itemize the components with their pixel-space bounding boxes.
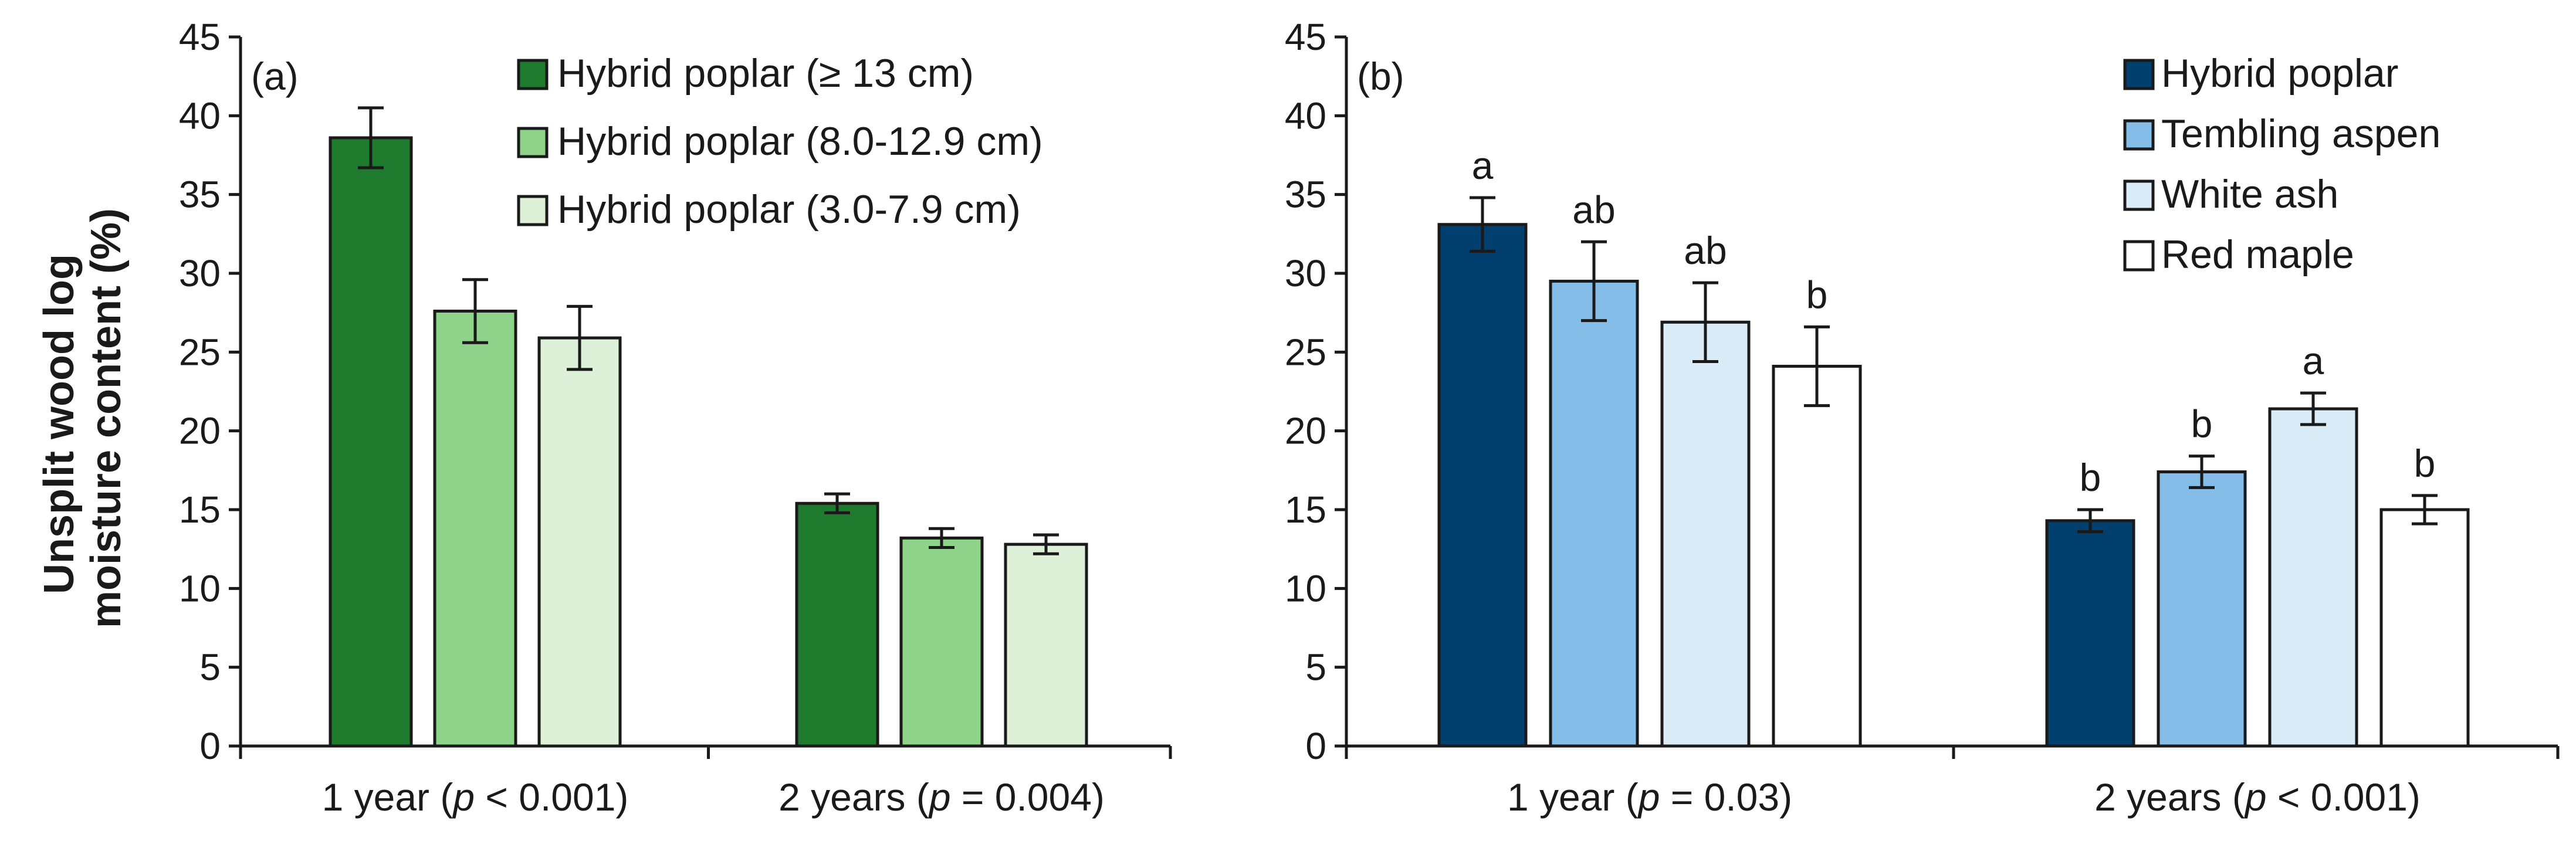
significance-label: b bbox=[1806, 273, 1828, 316]
legend-label: Hybrid poplar bbox=[2161, 51, 2398, 96]
legend-swatch bbox=[2123, 179, 2155, 211]
y-tick-label: 20 bbox=[179, 410, 221, 452]
x-tick-label: 2 years (p = 0.004) bbox=[778, 775, 1105, 819]
y-tick-label: 25 bbox=[179, 331, 221, 373]
y-tick-label: 45 bbox=[179, 16, 221, 58]
x-tick-label: 1 year (p < 0.001) bbox=[322, 775, 629, 819]
significance-label: ab bbox=[1572, 188, 1615, 231]
x-tick-label-pre: 2 years ( bbox=[778, 775, 929, 819]
x-tick-label-post: = 0.004) bbox=[951, 775, 1105, 819]
x-tick-label-post: < 0.001) bbox=[475, 775, 628, 819]
legend-swatch bbox=[2123, 240, 2155, 272]
y-tick-label: 5 bbox=[199, 646, 221, 689]
y-tick-label: 35 bbox=[1285, 174, 1326, 216]
x-tick-label-post: = 0.03) bbox=[1660, 775, 1792, 819]
x-tick-label-italic: p bbox=[452, 775, 475, 819]
bar bbox=[899, 536, 984, 748]
x-tick-label-italic: p bbox=[928, 775, 951, 819]
bar bbox=[1004, 543, 1088, 748]
bar bbox=[2379, 508, 2470, 748]
panel-label: (a) bbox=[251, 55, 299, 98]
panel-label: (b) bbox=[1357, 55, 1404, 98]
bar bbox=[537, 336, 622, 748]
bar bbox=[433, 309, 517, 748]
legend-label: Hybrid poplar (8.0-12.9 cm) bbox=[557, 119, 1043, 164]
bar bbox=[2045, 519, 2135, 748]
y-tick-label: 45 bbox=[1285, 16, 1326, 58]
y-tick-label: 25 bbox=[1285, 331, 1326, 373]
x-tick-label: 2 years (p < 0.001) bbox=[2094, 775, 2421, 819]
legend-label: White ash bbox=[2161, 172, 2338, 216]
y-tick-label: 30 bbox=[179, 252, 221, 294]
y-tick-label: 10 bbox=[179, 567, 221, 609]
legend-label: Hybrid poplar (≥ 13 cm) bbox=[557, 51, 974, 96]
legend-swatch bbox=[2123, 119, 2155, 151]
x-tick-label-pre: 2 years ( bbox=[2094, 775, 2245, 819]
y-tick-label: 40 bbox=[179, 94, 221, 137]
x-tick-label-post: < 0.001) bbox=[2267, 775, 2421, 819]
y-axis-title-line1: Unsplit wood log bbox=[36, 254, 83, 594]
significance-label: ab bbox=[1684, 229, 1727, 272]
y-tick-label: 15 bbox=[179, 489, 221, 531]
x-tick-label: 1 year (p = 0.03) bbox=[1507, 775, 1792, 819]
y-tick-label: 0 bbox=[199, 725, 221, 767]
x-tick-label-italic: p bbox=[1637, 775, 1660, 819]
bar bbox=[1660, 320, 1751, 748]
significance-label: b bbox=[2191, 402, 2213, 446]
bar bbox=[1772, 365, 1862, 748]
legend-label: Tembling aspen bbox=[2161, 111, 2440, 156]
legend-swatch bbox=[2123, 59, 2155, 90]
y-tick-label: 30 bbox=[1285, 252, 1326, 294]
y-tick-label: 10 bbox=[1285, 567, 1326, 609]
y-axis-title: Unsplit wood log moisture content (%) bbox=[36, 208, 130, 628]
bar bbox=[2268, 407, 2358, 748]
bar bbox=[1437, 223, 1528, 748]
x-tick-label-italic: p bbox=[2244, 775, 2267, 819]
x-tick-label-pre: 1 year ( bbox=[322, 775, 453, 819]
significance-label: b bbox=[2414, 442, 2436, 485]
y-tick-label: 15 bbox=[1285, 489, 1326, 531]
y-axis-title-line2: moisture content (%) bbox=[83, 208, 130, 628]
legend-swatch bbox=[517, 195, 549, 226]
significance-label: b bbox=[2080, 456, 2101, 499]
y-tick-label: 20 bbox=[1285, 410, 1326, 452]
legend-swatch bbox=[517, 127, 549, 158]
bar bbox=[329, 136, 413, 748]
bar bbox=[1549, 279, 1639, 748]
y-tick-label: 40 bbox=[1285, 94, 1326, 137]
y-tick-label: 0 bbox=[1305, 725, 1326, 767]
significance-label: a bbox=[2303, 339, 2324, 382]
legend-label: Red maple bbox=[2161, 232, 2354, 277]
legend-label: Hybrid poplar (3.0-7.9 cm) bbox=[557, 187, 1021, 232]
significance-label: a bbox=[1472, 144, 1494, 187]
bar bbox=[795, 501, 879, 748]
bar bbox=[2157, 470, 2247, 748]
y-tick-label: 35 bbox=[179, 174, 221, 216]
x-tick-label-pre: 1 year ( bbox=[1507, 775, 1639, 819]
y-tick-label: 5 bbox=[1305, 646, 1326, 689]
legend-swatch bbox=[517, 59, 549, 90]
